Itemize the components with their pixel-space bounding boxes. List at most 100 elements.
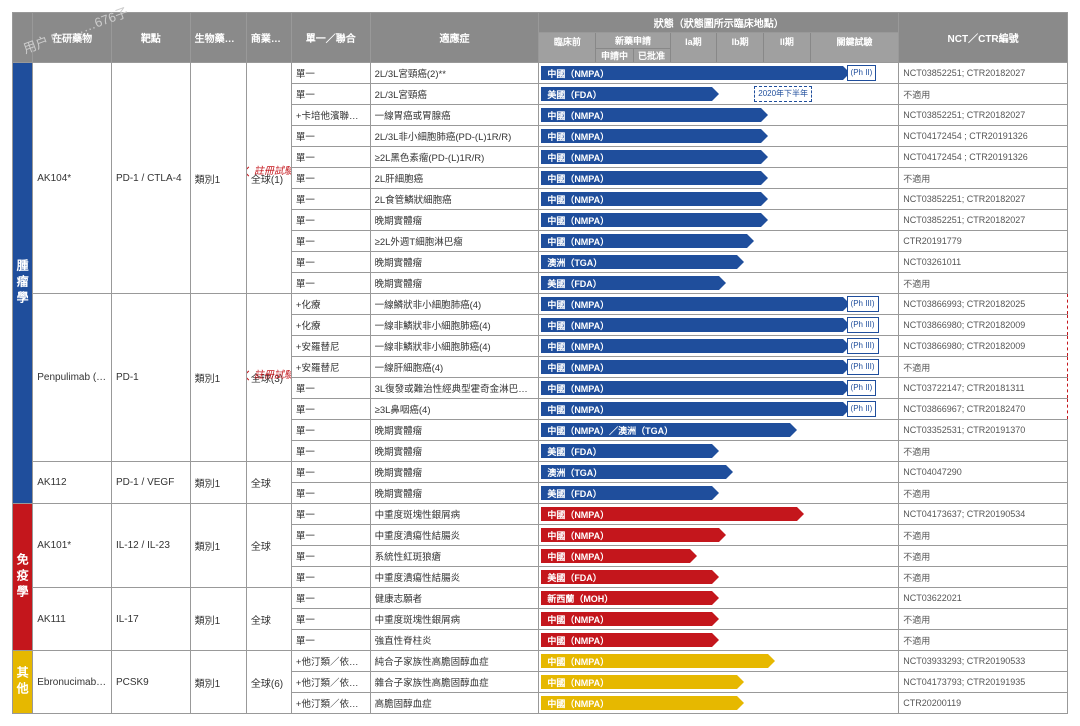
rights-cell: 全球(3)註冊試驗 (246, 294, 291, 462)
drug-cell: AK112 (33, 462, 112, 504)
indic-cell: 2L/3L宮頸癌 (370, 84, 539, 105)
indic-cell: 晚期實體瘤 (370, 273, 539, 294)
agency-label: 中國（NMPA） (541, 676, 609, 689)
indic-cell: ≥3L鼻咽癌(4) (370, 399, 539, 420)
agency-label: 中國（NMPA） (541, 361, 609, 374)
mono-cell: +卡培他濱聯合奧沙利鉑 (291, 105, 370, 126)
target-cell: IL-12 / IL-23 (111, 504, 190, 588)
phase-tag: 2020年下半年 (754, 86, 812, 102)
indic-cell: 一線胃癌或胃腺癌 (370, 105, 539, 126)
status-cell: 美國（FDA） (539, 273, 899, 294)
agency-label: 中國（NMPA） (541, 382, 609, 395)
status-cell: 中國（NMPA） (539, 504, 899, 525)
status-cell: 美國（FDA） (539, 441, 899, 462)
col-indication: 適應症 (370, 13, 539, 63)
agency-label: 中國（NMPA） (541, 172, 609, 185)
phase-tag: (Ph II) (847, 401, 877, 417)
mono-cell: 單一 (291, 168, 370, 189)
rights-cell: 全球(1)註冊試驗 (246, 63, 291, 294)
agency-label: 中國（NMPA） (541, 151, 609, 164)
mono-cell: 單一 (291, 567, 370, 588)
mono-cell: 單一 (291, 84, 370, 105)
indic-cell: 3L復發或難治性經典型霍奇金淋巴瘤(4)** (370, 378, 539, 399)
status-subheaders: 臨床前 新藥申請 申請中 已批准 Ia期 Ib期 II期 關鍵試驗 (539, 33, 899, 63)
registration-trial-note: 註冊試驗 (246, 162, 291, 177)
mono-cell: +他汀類／依折麥布 (291, 672, 370, 693)
status-cell: 美國（FDA） (539, 483, 899, 504)
nct-cell: NCT03852251; CTR20182027 (899, 210, 1068, 231)
mono-cell: 單一 (291, 273, 370, 294)
col-target: 靶點 (111, 13, 190, 63)
table-row: Penpulimab (AK105)*PD-1類別1全球(3)註冊試驗+化療一線… (13, 294, 1068, 315)
indic-cell: 2L食管鱗狀細胞癌 (370, 189, 539, 210)
status-cell: 中國（NMPA） (539, 525, 899, 546)
mono-cell: 單一 (291, 630, 370, 651)
mono-cell: +化療 (291, 315, 370, 336)
mono-cell: 單一 (291, 399, 370, 420)
mono-cell: +他汀類／依折麥布 (291, 651, 370, 672)
nct-cell: NCT03866993; CTR20182025 (899, 294, 1068, 315)
mono-cell: 單一 (291, 588, 370, 609)
status-cell: 澳洲（TGA） (539, 252, 899, 273)
phase-tag: (Ph III) (847, 338, 879, 354)
status-cell: 中國（NMPA） (539, 651, 899, 672)
status-cell: 中國（NMPA） (Ph II) (539, 378, 899, 399)
target-cell: IL-17 (111, 588, 190, 651)
category-label: 其他 (13, 651, 33, 714)
indic-cell: 中重度斑塊性銀屑病 (370, 609, 539, 630)
mono-cell: 單一 (291, 504, 370, 525)
col-status-group: 狀態（狀態圖所示臨床地點） (539, 13, 899, 33)
agency-label: 中國（NMPA） (541, 655, 609, 668)
status-cell: 中國（NMPA） (539, 672, 899, 693)
agency-label: 澳洲（TGA） (541, 256, 602, 269)
registration-trial-note: 註冊試驗 (246, 366, 291, 381)
status-cell: 中國（NMPA）(Ph II) (539, 399, 899, 420)
nct-cell: NCT03866980; CTR20182009 (899, 336, 1068, 357)
rights-cell: 全球(6) (246, 651, 291, 714)
phase-tag: (Ph III) (847, 359, 879, 375)
nct-cell: 不適用 (899, 357, 1068, 378)
col-mono: 單一／聯合 (291, 13, 370, 63)
indic-cell: 一線非鱗狀非小細胞肺癌(4) (370, 336, 539, 357)
phase-tag: (Ph II) (847, 65, 877, 81)
table-row: AK111IL-17類別1全球單一健康志願者新西蘭（MOH）NCT0362202… (13, 588, 1068, 609)
nct-cell: 不適用 (899, 483, 1068, 504)
target-cell: PCSK9 (111, 651, 190, 714)
mono-cell: 單一 (291, 252, 370, 273)
status-cell: 中國（NMPA） (Ph III) (539, 294, 899, 315)
target-cell: PD-1 (111, 294, 190, 462)
indic-cell: 2L肝細胞癌 (370, 168, 539, 189)
drug-cell: AK101* (33, 504, 112, 588)
nct-cell: 不適用 (899, 84, 1068, 105)
mono-cell: 單一 (291, 483, 370, 504)
phase-tag: (Ph II) (847, 380, 877, 396)
agency-label: 中國（NMPA） (541, 340, 609, 353)
nct-cell: 不適用 (899, 273, 1068, 294)
indic-cell: ≥2L外週T細胞淋巴瘤 (370, 231, 539, 252)
indic-cell: 晚期實體瘤 (370, 420, 539, 441)
mono-cell: 單一 (291, 525, 370, 546)
agency-label: 美國（FDA） (541, 445, 602, 458)
class-cell: 類別1 (190, 63, 246, 294)
nct-cell: NCT03261011 (899, 252, 1068, 273)
category-label: 免疫學 (13, 504, 33, 651)
nct-cell: 不適用 (899, 546, 1068, 567)
mono-cell: +安羅替尼 (291, 336, 370, 357)
agency-label: 中國（NMPA） (541, 529, 609, 542)
nct-cell: CTR20191779 (899, 231, 1068, 252)
agency-label: 新西蘭（MOH） (541, 592, 613, 605)
agency-label: 中國（NMPA） (541, 298, 609, 311)
agency-label: 中國（NMPA） (541, 550, 609, 563)
drug-cell: AK104* (33, 63, 112, 294)
status-cell: 中國（NMPA） (539, 546, 899, 567)
agency-label: 中國（NMPA） (541, 214, 609, 227)
mono-cell: 單一 (291, 189, 370, 210)
indic-cell: 晚期實體瘤 (370, 483, 539, 504)
nct-cell: NCT03722147; CTR20181311 (899, 378, 1068, 399)
status-cell: 美國（FDA）2020年下半年 (539, 84, 899, 105)
mono-cell: 單一 (291, 231, 370, 252)
status-cell: 中國（NMPA） (539, 630, 899, 651)
phase-tag: (Ph III) (847, 296, 879, 312)
agency-label: 中國（NMPA） (541, 697, 609, 710)
mono-cell: 單一 (291, 609, 370, 630)
